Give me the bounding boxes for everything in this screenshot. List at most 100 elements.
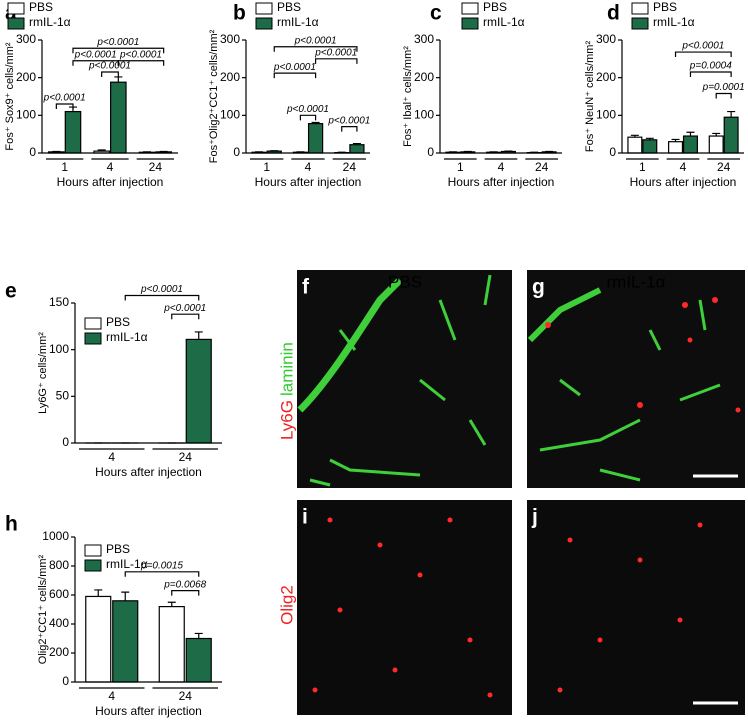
error-bar xyxy=(727,110,736,118)
legend-swatch xyxy=(255,2,273,15)
y-tick-label: 200 xyxy=(596,70,616,84)
x-tick-label: 1 xyxy=(263,160,270,174)
p-value: p<0.0001 xyxy=(140,284,183,295)
x-tick-label: 4 xyxy=(107,160,114,174)
y-tick-label: 100 xyxy=(220,108,240,122)
x-tick-label: 4 xyxy=(498,160,505,174)
micrograph-j xyxy=(527,500,745,715)
y-tick-label: 600 xyxy=(49,587,69,601)
x-tick-label: 24 xyxy=(717,160,731,174)
bar xyxy=(85,595,112,683)
panel-letter: d xyxy=(607,2,620,25)
x-tick-label: 4 xyxy=(108,689,115,703)
bar xyxy=(682,135,698,154)
y-tick-label: 300 xyxy=(596,32,616,46)
y-tick-label: 100 xyxy=(414,108,434,122)
legend-label: PBS xyxy=(29,0,53,14)
x-tick-label: 4 xyxy=(680,160,687,174)
y-tick-label: 0 xyxy=(29,145,36,159)
error-bar xyxy=(686,131,695,137)
significance-bracket xyxy=(715,92,732,99)
y-tick-label: 0 xyxy=(62,435,69,449)
y-tick-label: 0 xyxy=(609,145,616,159)
significance-bracket xyxy=(124,571,200,577)
y-axis-label: Fos⁺ Ibal⁺ cells/mm² xyxy=(402,46,414,147)
y-tick-label: 200 xyxy=(49,645,69,659)
error-bar xyxy=(194,331,203,340)
micrograph-f xyxy=(297,270,512,488)
x-tick-label: 24 xyxy=(179,689,193,703)
significance-bracket xyxy=(72,47,165,54)
bar xyxy=(307,123,324,154)
panel-letter: f xyxy=(302,276,310,299)
legend-swatch xyxy=(84,559,102,572)
bar xyxy=(723,116,739,154)
p-value: p<0.0001 xyxy=(74,49,117,60)
error-bar xyxy=(352,142,361,145)
x-axis-label: Hours after injection xyxy=(95,704,202,718)
y-tick-label: 100 xyxy=(16,108,36,122)
stain-label: Olig2 xyxy=(277,585,296,625)
significance-bracket xyxy=(117,60,165,66)
p-value: p<0.0001 xyxy=(273,62,316,73)
x-tick-label: 24 xyxy=(149,160,163,174)
y-tick-label: 1000 xyxy=(42,529,69,543)
legend-label: rmIL-1α xyxy=(29,15,71,29)
error-bar xyxy=(94,589,103,597)
micrograph-g xyxy=(527,270,745,488)
significance-bracket xyxy=(273,72,317,79)
bar xyxy=(110,81,127,154)
y-tick-label: 200 xyxy=(414,70,434,84)
error-bar xyxy=(645,137,654,140)
significance-bracket xyxy=(171,590,200,596)
y-tick-label: 300 xyxy=(16,32,36,46)
x-tick-label: 24 xyxy=(535,160,549,174)
x-tick-label: 1 xyxy=(639,160,646,174)
p-value: p=0.0068 xyxy=(163,579,206,590)
error-bar xyxy=(167,601,176,607)
error-bar xyxy=(121,591,130,601)
y-tick-label: 150 xyxy=(49,295,69,309)
legend-label: rmIL-1α xyxy=(106,557,148,571)
cells xyxy=(312,297,741,698)
y-tick-label: 0 xyxy=(62,674,69,688)
legend-label: PBS xyxy=(106,542,130,556)
p-value: p=0.0001 xyxy=(702,82,745,93)
legend-label: rmIL-1α xyxy=(483,15,525,29)
x-axis-label: Hours after injection xyxy=(57,175,164,189)
p-value: p<0.0001 xyxy=(286,104,329,115)
legend-swatch xyxy=(631,2,649,15)
bar xyxy=(112,600,139,683)
x-axis-label: Hours after injection xyxy=(448,175,555,189)
legend-swatch xyxy=(84,317,102,330)
micrograph-i xyxy=(297,500,512,715)
y-tick-label: 400 xyxy=(49,616,69,630)
legend-label: PBS xyxy=(106,315,130,329)
micrographs: PBS rmIL-1α f g i j Ly6G laminin Olig2 xyxy=(277,270,745,715)
bar xyxy=(158,605,185,683)
significance-bracket xyxy=(273,46,358,52)
panel-letter: i xyxy=(302,506,308,529)
bar xyxy=(185,637,212,683)
bar xyxy=(708,135,724,154)
error-bar xyxy=(194,632,203,639)
y-axis-label: Fos⁺ NeuN⁺ cells/mm² xyxy=(584,41,596,153)
p-value: p<0.0001 xyxy=(119,49,162,60)
legend-swatch xyxy=(7,17,25,30)
p-value: p<0.0001 xyxy=(314,47,357,58)
p-value: p<0.0001 xyxy=(43,93,86,104)
legend-swatch xyxy=(631,17,649,30)
p-value: p=0.0004 xyxy=(689,61,732,72)
x-axis-label: Hours after injection xyxy=(95,465,202,479)
bar xyxy=(349,144,365,154)
y-axis-label: Ly6G⁺ cells/mm² xyxy=(37,332,49,414)
legend-label: PBS xyxy=(277,0,301,14)
bar xyxy=(64,110,82,154)
panel-letter: j xyxy=(531,506,538,529)
significance-bracket xyxy=(689,71,732,78)
legend-label: PBS xyxy=(483,0,507,14)
column-label: rmIL-1α xyxy=(607,272,666,291)
significance-bracket xyxy=(171,313,200,320)
x-tick-label: 4 xyxy=(108,450,115,464)
